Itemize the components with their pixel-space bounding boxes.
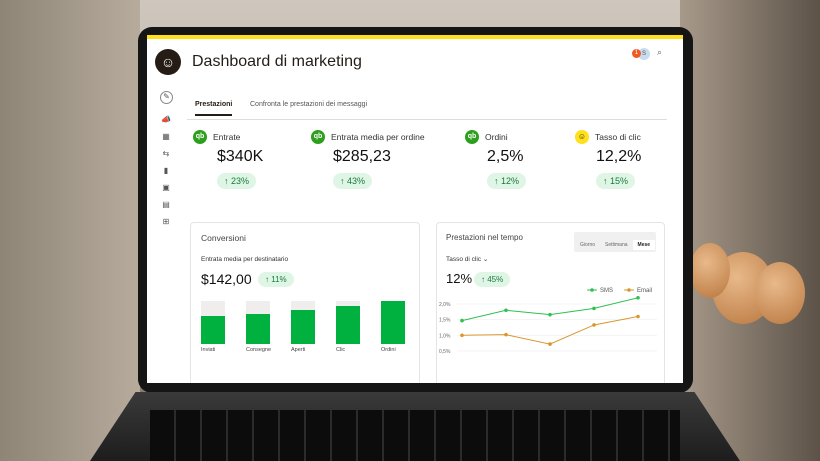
- metric-tasso-clic: ☺ Tasso di clic 12,2% ↑ 15%: [575, 130, 641, 189]
- data-point-email: [504, 332, 508, 337]
- integrations-icon[interactable]: ⊞: [162, 217, 170, 226]
- data-point-sms: [504, 308, 508, 313]
- data-point-email: [636, 314, 640, 319]
- line-chart: 2,0% 1,5% 1,0% 0,5% SMS Email: [439, 288, 657, 355]
- bar-label: Inviati: [201, 347, 216, 353]
- bar-clic: [336, 306, 360, 344]
- data-point-email: [592, 323, 596, 327]
- campaigns-icon[interactable]: 📣: [161, 115, 171, 124]
- data-point-email: [548, 342, 552, 346]
- mailchimp-icon: ☺: [575, 130, 589, 144]
- bar-consegne: [246, 313, 270, 344]
- analytics-icon[interactable]: ▮: [163, 166, 169, 175]
- change-badge: ↑ 11%: [258, 272, 294, 287]
- performance-card: Prestazioni nel tempo Giorno Settimana Mes…: [436, 222, 665, 383]
- card-subtitle: Entrata media per destinatario: [201, 256, 289, 263]
- bar-ordini: [381, 301, 405, 344]
- quickbooks-icon: qb: [465, 130, 479, 144]
- metric-value: $340K: [217, 148, 264, 165]
- data-point-sms: [460, 318, 464, 323]
- mailchimp-logo-icon[interactable]: ☺: [155, 49, 181, 75]
- change-badge: ↑ 15%: [596, 173, 636, 189]
- metric-ordini: qb Ordini 2,5% ↑ 12%: [465, 130, 527, 189]
- metric-label: Entrate: [213, 132, 241, 142]
- period-toggle: Giorno Settimana Mese: [574, 232, 657, 252]
- audience-icon[interactable]: ▦: [162, 132, 170, 141]
- tab-divider: [187, 119, 667, 120]
- conversions-value: $142,00: [201, 271, 252, 287]
- search-icon[interactable]: ⌕: [657, 47, 663, 57]
- change-badge: ↑ 23%: [217, 173, 257, 189]
- change-badge: ↑ 43%: [333, 173, 373, 189]
- quickbooks-icon: qb: [193, 130, 207, 144]
- quickbooks-icon: qb: [311, 130, 325, 144]
- metric-entrata-media: qb Entrata media per ordine $285,23 ↑ 43%: [311, 130, 425, 189]
- legend-label: Email: [637, 288, 652, 294]
- data-point-sms: [548, 312, 552, 317]
- y-tick-label: 1,5%: [439, 318, 451, 324]
- period-settimana[interactable]: Settimana: [605, 242, 628, 248]
- y-tick-label: 1,0%: [439, 333, 451, 339]
- background-left: [0, 0, 140, 461]
- conversions-card: Conversioni Entrata media per destinatar…: [190, 222, 420, 383]
- avatar[interactable]: S: [638, 48, 650, 60]
- tab-prestazioni[interactable]: Prestazioni: [195, 101, 233, 116]
- legend-marker: [627, 288, 631, 292]
- data-point-email: [460, 333, 464, 338]
- performance-value: 12%: [446, 271, 473, 286]
- metric-value: 12,2%: [596, 148, 642, 165]
- card-title: Prestazioni nel tempo: [446, 233, 523, 242]
- bar-inviati: [201, 316, 225, 344]
- data-point-sms: [636, 295, 640, 300]
- metric-value: $285,23: [333, 148, 391, 165]
- legend-label: SMS: [600, 288, 613, 294]
- metric-label: Ordini: [485, 132, 508, 142]
- series-line-sms: [461, 297, 639, 322]
- notification-badge[interactable]: 1: [632, 49, 641, 58]
- y-tick-label: 2,0%: [439, 302, 451, 308]
- legend-marker: [590, 288, 594, 292]
- page-title: Dashboard di marketing: [192, 53, 362, 70]
- change-badge: ↑ 45%: [474, 272, 511, 287]
- data-point-sms: [592, 306, 596, 311]
- period-mese[interactable]: Mese: [632, 240, 656, 250]
- bar-label: Consegne: [246, 347, 272, 353]
- bar-aperti: [291, 309, 315, 344]
- automations-icon[interactable]: ⇆: [162, 149, 170, 158]
- period-giorno[interactable]: Giorno: [580, 242, 596, 248]
- egg: [690, 243, 730, 298]
- bar-label: Clic: [336, 347, 346, 353]
- metric-entrate: qb Entrate $340K ↑ 23%: [193, 130, 263, 189]
- background-right: [680, 0, 820, 461]
- tab-confronta[interactable]: Confronta le prestazioni dei messaggi: [250, 101, 368, 108]
- keyboard: [150, 410, 680, 461]
- card-title: Conversioni: [201, 233, 246, 243]
- chevron-down-icon: ⌄: [482, 256, 489, 263]
- create-pencil-icon[interactable]: ✎: [160, 91, 173, 104]
- metric-value: 2,5%: [487, 148, 524, 165]
- website-icon[interactable]: ▣: [162, 183, 170, 192]
- y-tick-label: 0,5%: [439, 349, 451, 355]
- conversion-bars: Inviati Consegne Aperti Clic Ordini: [201, 301, 411, 361]
- metric-select[interactable]: Tasso di clic ⌄: [446, 256, 489, 263]
- change-badge: ↑ 12%: [487, 173, 527, 189]
- egg: [755, 262, 805, 324]
- bar-label: Ordini: [381, 347, 396, 353]
- metric-label: Entrata media per ordine: [331, 132, 425, 142]
- metric-label: Tasso di clic: [595, 132, 641, 142]
- screen: ☺ Dashboard di marketing 1 S ⌕ ✎ 📣 ▦ ⇆ ▮…: [147, 35, 683, 383]
- content-icon[interactable]: ▤: [162, 200, 170, 209]
- series-line-email: [461, 316, 639, 345]
- bar-label: Aperti: [291, 347, 306, 353]
